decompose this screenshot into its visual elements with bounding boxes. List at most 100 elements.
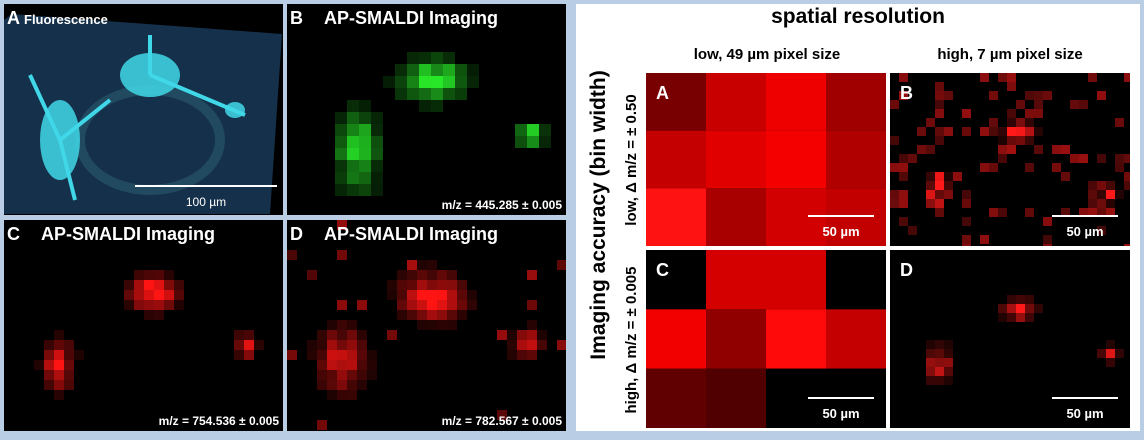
pixel bbox=[1097, 199, 1106, 208]
pixel bbox=[1088, 208, 1097, 217]
pixel bbox=[998, 154, 1007, 163]
pixel bbox=[1079, 208, 1088, 217]
pixel bbox=[1106, 208, 1115, 217]
pixel bbox=[1097, 226, 1106, 235]
pixel bbox=[1106, 190, 1115, 199]
pixel bbox=[317, 330, 327, 340]
pixel bbox=[337, 330, 347, 340]
pixel bbox=[1088, 181, 1097, 190]
pixel bbox=[317, 340, 327, 350]
pixel bbox=[1025, 118, 1034, 127]
pixel bbox=[144, 300, 154, 310]
pixel bbox=[1025, 295, 1034, 304]
pixel bbox=[357, 340, 367, 350]
pixel bbox=[467, 64, 479, 76]
pixel bbox=[1025, 91, 1034, 100]
panel-letter: B bbox=[290, 8, 303, 28]
pixel bbox=[327, 370, 337, 380]
pixel bbox=[174, 290, 184, 300]
pixel bbox=[357, 360, 367, 370]
pixel bbox=[437, 320, 447, 330]
pixel bbox=[826, 73, 886, 131]
pixel bbox=[908, 154, 917, 163]
pixel bbox=[407, 310, 417, 320]
pixel bbox=[287, 350, 297, 360]
pixel bbox=[527, 270, 537, 280]
pixel bbox=[926, 181, 935, 190]
pixel bbox=[1088, 73, 1097, 82]
pixel bbox=[54, 390, 64, 400]
pixel bbox=[327, 360, 337, 370]
pixel bbox=[539, 136, 551, 148]
fluorescence-image bbox=[4, 14, 282, 214]
pixel bbox=[419, 100, 431, 112]
pixel bbox=[427, 270, 437, 280]
pixel bbox=[1070, 154, 1079, 163]
pixel bbox=[64, 340, 74, 350]
pixel bbox=[54, 340, 64, 350]
pixel bbox=[234, 330, 244, 340]
pixel bbox=[447, 300, 457, 310]
pixel bbox=[443, 52, 455, 64]
pixel bbox=[899, 154, 908, 163]
pixel bbox=[1106, 181, 1115, 190]
pixel bbox=[517, 340, 527, 350]
pixel bbox=[317, 370, 327, 380]
pixel bbox=[417, 310, 427, 320]
pixel bbox=[1088, 190, 1097, 199]
pixel bbox=[1025, 304, 1034, 313]
pixel bbox=[44, 360, 54, 370]
pixel bbox=[935, 172, 944, 181]
pixel bbox=[437, 310, 447, 320]
pixel bbox=[1106, 358, 1115, 367]
panel-letter: D bbox=[290, 224, 303, 244]
pixel bbox=[989, 91, 998, 100]
pixel bbox=[537, 330, 547, 340]
pixel bbox=[706, 250, 766, 310]
pixel bbox=[989, 208, 998, 217]
pixel bbox=[54, 370, 64, 380]
pixel bbox=[962, 235, 971, 244]
row-label: high, Δ m/z = ± 0.005 bbox=[623, 267, 640, 414]
pixel-image bbox=[926, 295, 1124, 385]
panel-letter: C bbox=[7, 224, 20, 244]
column-header: low, 49 µm pixel size bbox=[694, 46, 840, 63]
pixel bbox=[417, 270, 427, 280]
pixel bbox=[890, 199, 899, 208]
pixel bbox=[337, 320, 347, 330]
pixel bbox=[335, 184, 347, 196]
pixel bbox=[419, 76, 431, 88]
pixel bbox=[998, 127, 1007, 136]
pixel bbox=[335, 112, 347, 124]
pixel bbox=[899, 199, 908, 208]
pixel bbox=[64, 350, 74, 360]
pixel bbox=[457, 280, 467, 290]
pixel bbox=[387, 280, 397, 290]
pixel bbox=[467, 290, 477, 300]
pixel bbox=[335, 136, 347, 148]
process bbox=[58, 98, 112, 142]
pixel bbox=[254, 340, 264, 350]
pixel bbox=[935, 181, 944, 190]
pixel bbox=[371, 148, 383, 160]
mz-label: m/z = 754.536 ± 0.005 bbox=[159, 414, 280, 428]
pixel bbox=[347, 330, 357, 340]
pixel bbox=[926, 367, 935, 376]
pixel bbox=[1097, 181, 1106, 190]
pixel bbox=[1070, 100, 1079, 109]
pixel bbox=[646, 368, 706, 428]
pixel bbox=[1115, 190, 1124, 199]
pixel bbox=[527, 124, 539, 136]
pixel bbox=[407, 76, 419, 88]
pixel bbox=[431, 88, 443, 100]
pixel bbox=[557, 260, 566, 270]
pixel bbox=[357, 330, 367, 340]
panel-letter: A bbox=[656, 83, 669, 103]
pixel bbox=[427, 290, 437, 300]
pixel bbox=[437, 270, 447, 280]
pixel bbox=[706, 130, 766, 189]
pixel bbox=[998, 304, 1007, 313]
pixel bbox=[944, 367, 953, 376]
pixel bbox=[124, 300, 134, 310]
pixel bbox=[367, 350, 377, 360]
